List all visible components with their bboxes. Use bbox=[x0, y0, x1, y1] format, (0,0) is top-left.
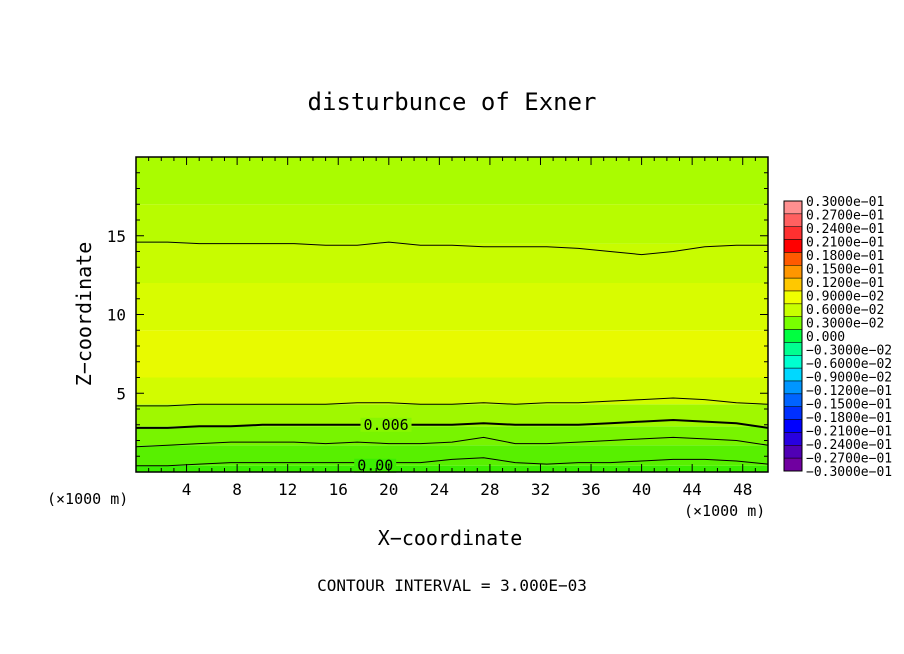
x-unit-label-right: (×1000 m) bbox=[684, 502, 766, 520]
colorbar-swatch bbox=[783, 265, 803, 279]
x-tick-label: 8 bbox=[232, 480, 242, 499]
x-tick-label: 40 bbox=[632, 480, 651, 499]
x-tick-label: 12 bbox=[278, 480, 297, 499]
colorbar-swatch bbox=[783, 355, 803, 369]
field-band-5 bbox=[136, 330, 768, 378]
field-band-3 bbox=[136, 404, 768, 427]
contour-line-2 bbox=[136, 418, 769, 429]
colorbar-label: 0.1800e−01 bbox=[806, 249, 884, 264]
contour-interval-note: CONTOUR INTERVAL = 3.000E−03 bbox=[317, 576, 587, 595]
colorbar-swatch bbox=[783, 316, 803, 330]
chart-title: disturbunce of Exner bbox=[307, 88, 597, 116]
colorbar-label: 0.3000e−02 bbox=[806, 317, 884, 332]
colorbar-swatch bbox=[783, 213, 803, 227]
colorbar-label: −0.2100e−01 bbox=[806, 425, 892, 440]
colorbar-label: −0.3000e−02 bbox=[806, 344, 892, 359]
colorbar-swatch bbox=[783, 393, 803, 407]
field-band-4 bbox=[136, 377, 768, 405]
contour-label-bg-0 bbox=[360, 417, 412, 432]
y-tick-label: 10 bbox=[107, 306, 126, 325]
colorbar-swatch bbox=[783, 290, 803, 305]
colorbar-swatch bbox=[783, 432, 803, 446]
colorbar-label: −0.2700e−01 bbox=[806, 452, 892, 467]
x-tick-label: 44 bbox=[683, 480, 702, 499]
colorbar-label: 0.1200e−01 bbox=[806, 276, 884, 291]
colorbar-label: 0.9000e−02 bbox=[806, 290, 884, 305]
colorbar-swatch bbox=[783, 419, 803, 433]
colorbar-label: −0.9000e−02 bbox=[806, 371, 892, 386]
x-tick-label: 28 bbox=[480, 480, 499, 499]
x-tick-label: 16 bbox=[329, 480, 348, 499]
colorbar-label: 0.000 bbox=[806, 330, 845, 345]
x-tick-label: 48 bbox=[733, 480, 752, 499]
colorbar-label: −0.1500e−01 bbox=[806, 398, 892, 413]
contour-line-3 bbox=[135, 436, 769, 448]
colorbar-frame bbox=[783, 200, 803, 472]
colorbar-swatch bbox=[783, 252, 803, 266]
field-band-8 bbox=[136, 204, 768, 244]
colorbar-swatch bbox=[783, 380, 803, 395]
contour-line-1 bbox=[136, 397, 769, 407]
colorbar-swatch bbox=[783, 303, 803, 317]
colorbar-swatch bbox=[783, 342, 803, 356]
contour-line-4 bbox=[136, 457, 769, 467]
colorbar-swatch bbox=[783, 367, 803, 382]
colorbar-swatch bbox=[783, 329, 803, 343]
colorbar-label: −0.2400e−01 bbox=[806, 438, 892, 453]
contour-label-1: 0.00 bbox=[357, 457, 393, 475]
colorbar-swatch bbox=[783, 406, 803, 420]
colorbar-swatch bbox=[783, 445, 803, 459]
y-tick-label: 5 bbox=[116, 384, 126, 403]
contour-label-0: 0.006 bbox=[364, 416, 409, 434]
x-unit-label-left: (×1000 m) bbox=[47, 490, 129, 508]
x-tick-label: 20 bbox=[379, 480, 398, 499]
x-axis-label: X−coordinate bbox=[377, 526, 523, 550]
colorbar-swatch bbox=[783, 239, 803, 253]
colorbar-label: 0.2400e−01 bbox=[806, 222, 884, 237]
colorbar-swatch bbox=[783, 457, 803, 472]
x-tick-label: 32 bbox=[531, 480, 550, 499]
colorbar-label: −0.6000e−02 bbox=[806, 357, 892, 372]
colorbar-label: 0.1500e−01 bbox=[806, 263, 884, 278]
field-band-1 bbox=[136, 445, 768, 466]
field-band-6 bbox=[136, 283, 768, 331]
colorbar-label: 0.3000e−01 bbox=[806, 195, 884, 210]
contour-line-0 bbox=[136, 241, 768, 256]
field-band-7 bbox=[136, 243, 768, 283]
colorbar-label: 0.2700e−01 bbox=[806, 209, 884, 224]
field-band-9 bbox=[136, 157, 768, 205]
colorbar-label: −0.1800e−01 bbox=[806, 411, 892, 426]
x-tick-label: 4 bbox=[182, 480, 192, 499]
y-tick-label: 15 bbox=[107, 227, 126, 246]
colorbar-label: −0.1200e−01 bbox=[806, 384, 892, 399]
x-tick-label: 36 bbox=[581, 480, 600, 499]
x-tick-label: 24 bbox=[430, 480, 449, 499]
colorbar-swatch bbox=[783, 277, 803, 292]
colorbar-label: 0.2100e−01 bbox=[806, 236, 884, 251]
colorbar-label: 0.6000e−02 bbox=[806, 303, 884, 318]
colorbar-label: −0.3000e−01 bbox=[806, 465, 892, 480]
colorbar-swatch bbox=[783, 200, 803, 215]
colorbar-swatch bbox=[783, 226, 803, 240]
contour-label-bg-1 bbox=[354, 458, 397, 473]
